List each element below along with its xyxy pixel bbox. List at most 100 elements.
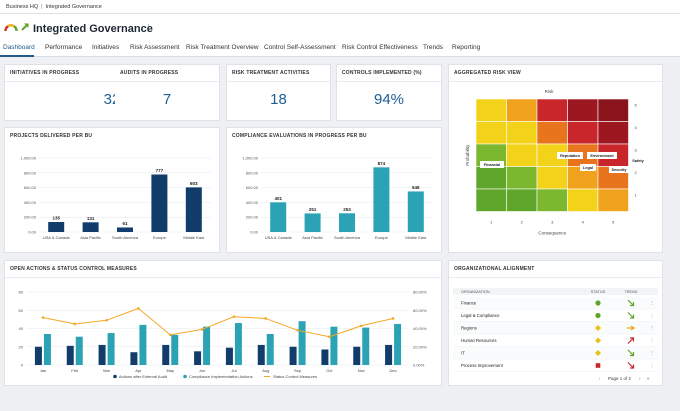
tab-control-self-assessment[interactable]: Control Self-Assessment	[264, 44, 336, 51]
tab-risk-assessment[interactable]: Risk Assessment	[130, 44, 180, 51]
y-tick-label: 400.00	[24, 200, 37, 205]
page-menu-icon[interactable]: ⋮	[144, 23, 153, 33]
bar-actions-external-audit	[321, 349, 329, 365]
bar	[151, 174, 168, 232]
x-tick-label: Asia Pacific	[80, 235, 101, 240]
bar-compliance-actions	[171, 334, 179, 365]
bar	[270, 202, 287, 232]
risk-y-axis-label: Probability	[465, 144, 470, 166]
bar-value-label: 135	[52, 216, 60, 221]
risk-y-tick: 3	[635, 147, 638, 152]
bar	[48, 222, 65, 232]
org-name: Regions	[461, 326, 477, 331]
bar	[373, 167, 390, 232]
bar-compliance-actions	[394, 323, 402, 365]
y-tick-label: 600.00	[246, 185, 259, 190]
x-tick-label: Jul	[231, 368, 236, 373]
bar-compliance-actions	[75, 336, 83, 365]
tab-risk-control-effectiveness[interactable]: Risk Control Effectiveness	[342, 44, 418, 51]
row-menu-icon: ⋮	[650, 326, 655, 332]
y-tick-label: 1,000.00	[20, 156, 36, 161]
aggregated-risk-view-card: AGGREGATED RISK VIEW Risk 5 4 3 2 1 1 2 3 4 5 Proba…	[448, 64, 663, 253]
kpi-card-audits: AUDITS IN PROGRESS 7	[115, 64, 220, 121]
bar	[304, 213, 321, 232]
breadcrumb-item-current: Integrated Governance	[45, 4, 102, 10]
status-yellow-icon	[595, 350, 601, 356]
risk-label-box	[587, 152, 617, 159]
y-left-tick-label: 60	[19, 308, 24, 313]
bar-actions-external-audit	[289, 346, 297, 365]
card-title: OPEN ACTIONS & STATUS CONTROL MEASURES	[10, 266, 137, 272]
bar-compliance-actions	[203, 326, 211, 365]
risk-cell	[536, 166, 568, 190]
org-name: Process Improvement	[461, 363, 504, 368]
y-right-tick-label: 60.00%	[413, 308, 427, 313]
legend-label: Actions after External Audit	[119, 374, 168, 379]
risk-x-tick: 4	[582, 220, 585, 225]
y-left-tick-label: 80	[19, 290, 24, 295]
row-menu-icon: ⋮	[650, 338, 655, 344]
x-tick-label: South America	[334, 235, 361, 240]
table-row	[453, 309, 658, 322]
risk-label: Financial	[484, 163, 500, 167]
pager-prev-icon: ‹	[599, 376, 601, 381]
risk-label: Security	[612, 168, 628, 172]
x-tick-label: Europe	[375, 235, 389, 240]
tab-reporting[interactable]: Reporting	[452, 44, 481, 51]
trend-arrow-icon	[627, 325, 636, 331]
bar-value-label: 251	[309, 207, 317, 212]
tab-initiatives[interactable]: Initiatives	[92, 44, 120, 51]
kpi-card-controls: CONTROLS IMPLEMENTED (%) 94%	[336, 64, 442, 121]
page-header: Integrated Governance ⋮	[0, 14, 680, 42]
tab-trends[interactable]: Trends	[423, 44, 443, 51]
table-header-row	[453, 288, 658, 295]
bar	[185, 187, 202, 232]
y-left-tick-label: 40	[19, 326, 24, 331]
risk-x-axis-label: Consequence	[538, 231, 566, 236]
card-title: PROJECTS DELIVERED PER BU	[10, 133, 93, 139]
bar-actions-external-audit	[66, 345, 74, 365]
y-tick-label: 800.00	[246, 170, 259, 175]
line-point	[41, 316, 45, 319]
x-tick-label: Middle East	[183, 235, 205, 240]
tab-risk-treatment-overview[interactable]: Risk Treatment Overview	[186, 44, 259, 51]
breadcrumb: Business HQ | Integrated Governance	[0, 0, 680, 14]
risk-cell	[597, 121, 629, 145]
risk-top-label: Risk	[545, 89, 554, 94]
table-row	[453, 359, 658, 372]
line-point	[264, 317, 268, 320]
tab-bar: Dashboard Performance Initiatives Risk A…	[0, 42, 680, 57]
row-menu-icon: ⋮	[650, 363, 655, 369]
risk-x-tick: 5	[612, 220, 615, 225]
y-tick-label: 0.00	[28, 230, 37, 235]
kpi-title: INITIATIVES IN PROGRESS	[10, 70, 80, 76]
x-tick-label: Jan	[40, 368, 46, 373]
risk-label-box	[557, 152, 583, 159]
pager-last-icon: »	[647, 376, 650, 381]
risk-cell	[536, 98, 568, 122]
bar-value-label: 548	[412, 185, 420, 190]
organizational-alignment-card: ORGANIZATIONAL ALIGNMENT ORGANIZATION STA…	[448, 260, 663, 386]
risk-label-box	[480, 161, 504, 168]
tab-performance[interactable]: Performance	[45, 44, 83, 51]
trend-arrow-icon	[627, 299, 635, 307]
trend-arrow-icon	[627, 362, 635, 369]
bar	[117, 227, 133, 232]
risk-cell	[506, 121, 538, 145]
tab-dashboard[interactable]: Dashboard	[3, 44, 35, 51]
bar-actions-external-audit	[130, 352, 138, 365]
status-red-icon	[595, 363, 601, 368]
y-tick-label: 800.00	[24, 170, 37, 175]
y-right-tick-label: 80.00%	[413, 290, 427, 295]
bar-compliance-actions	[234, 323, 242, 365]
bar-compliance-actions	[330, 326, 338, 365]
bar-value-label: 603	[190, 181, 198, 186]
risk-cell	[475, 121, 507, 145]
table-row	[453, 347, 658, 359]
risk-y-tick: 5	[635, 102, 638, 107]
risk-x-tick: 2	[521, 220, 524, 225]
line-point	[200, 328, 204, 331]
table-header: STATUS	[591, 290, 606, 294]
line-point	[328, 335, 331, 339]
breadcrumb-item-business-hq[interactable]: Business HQ	[6, 4, 39, 10]
